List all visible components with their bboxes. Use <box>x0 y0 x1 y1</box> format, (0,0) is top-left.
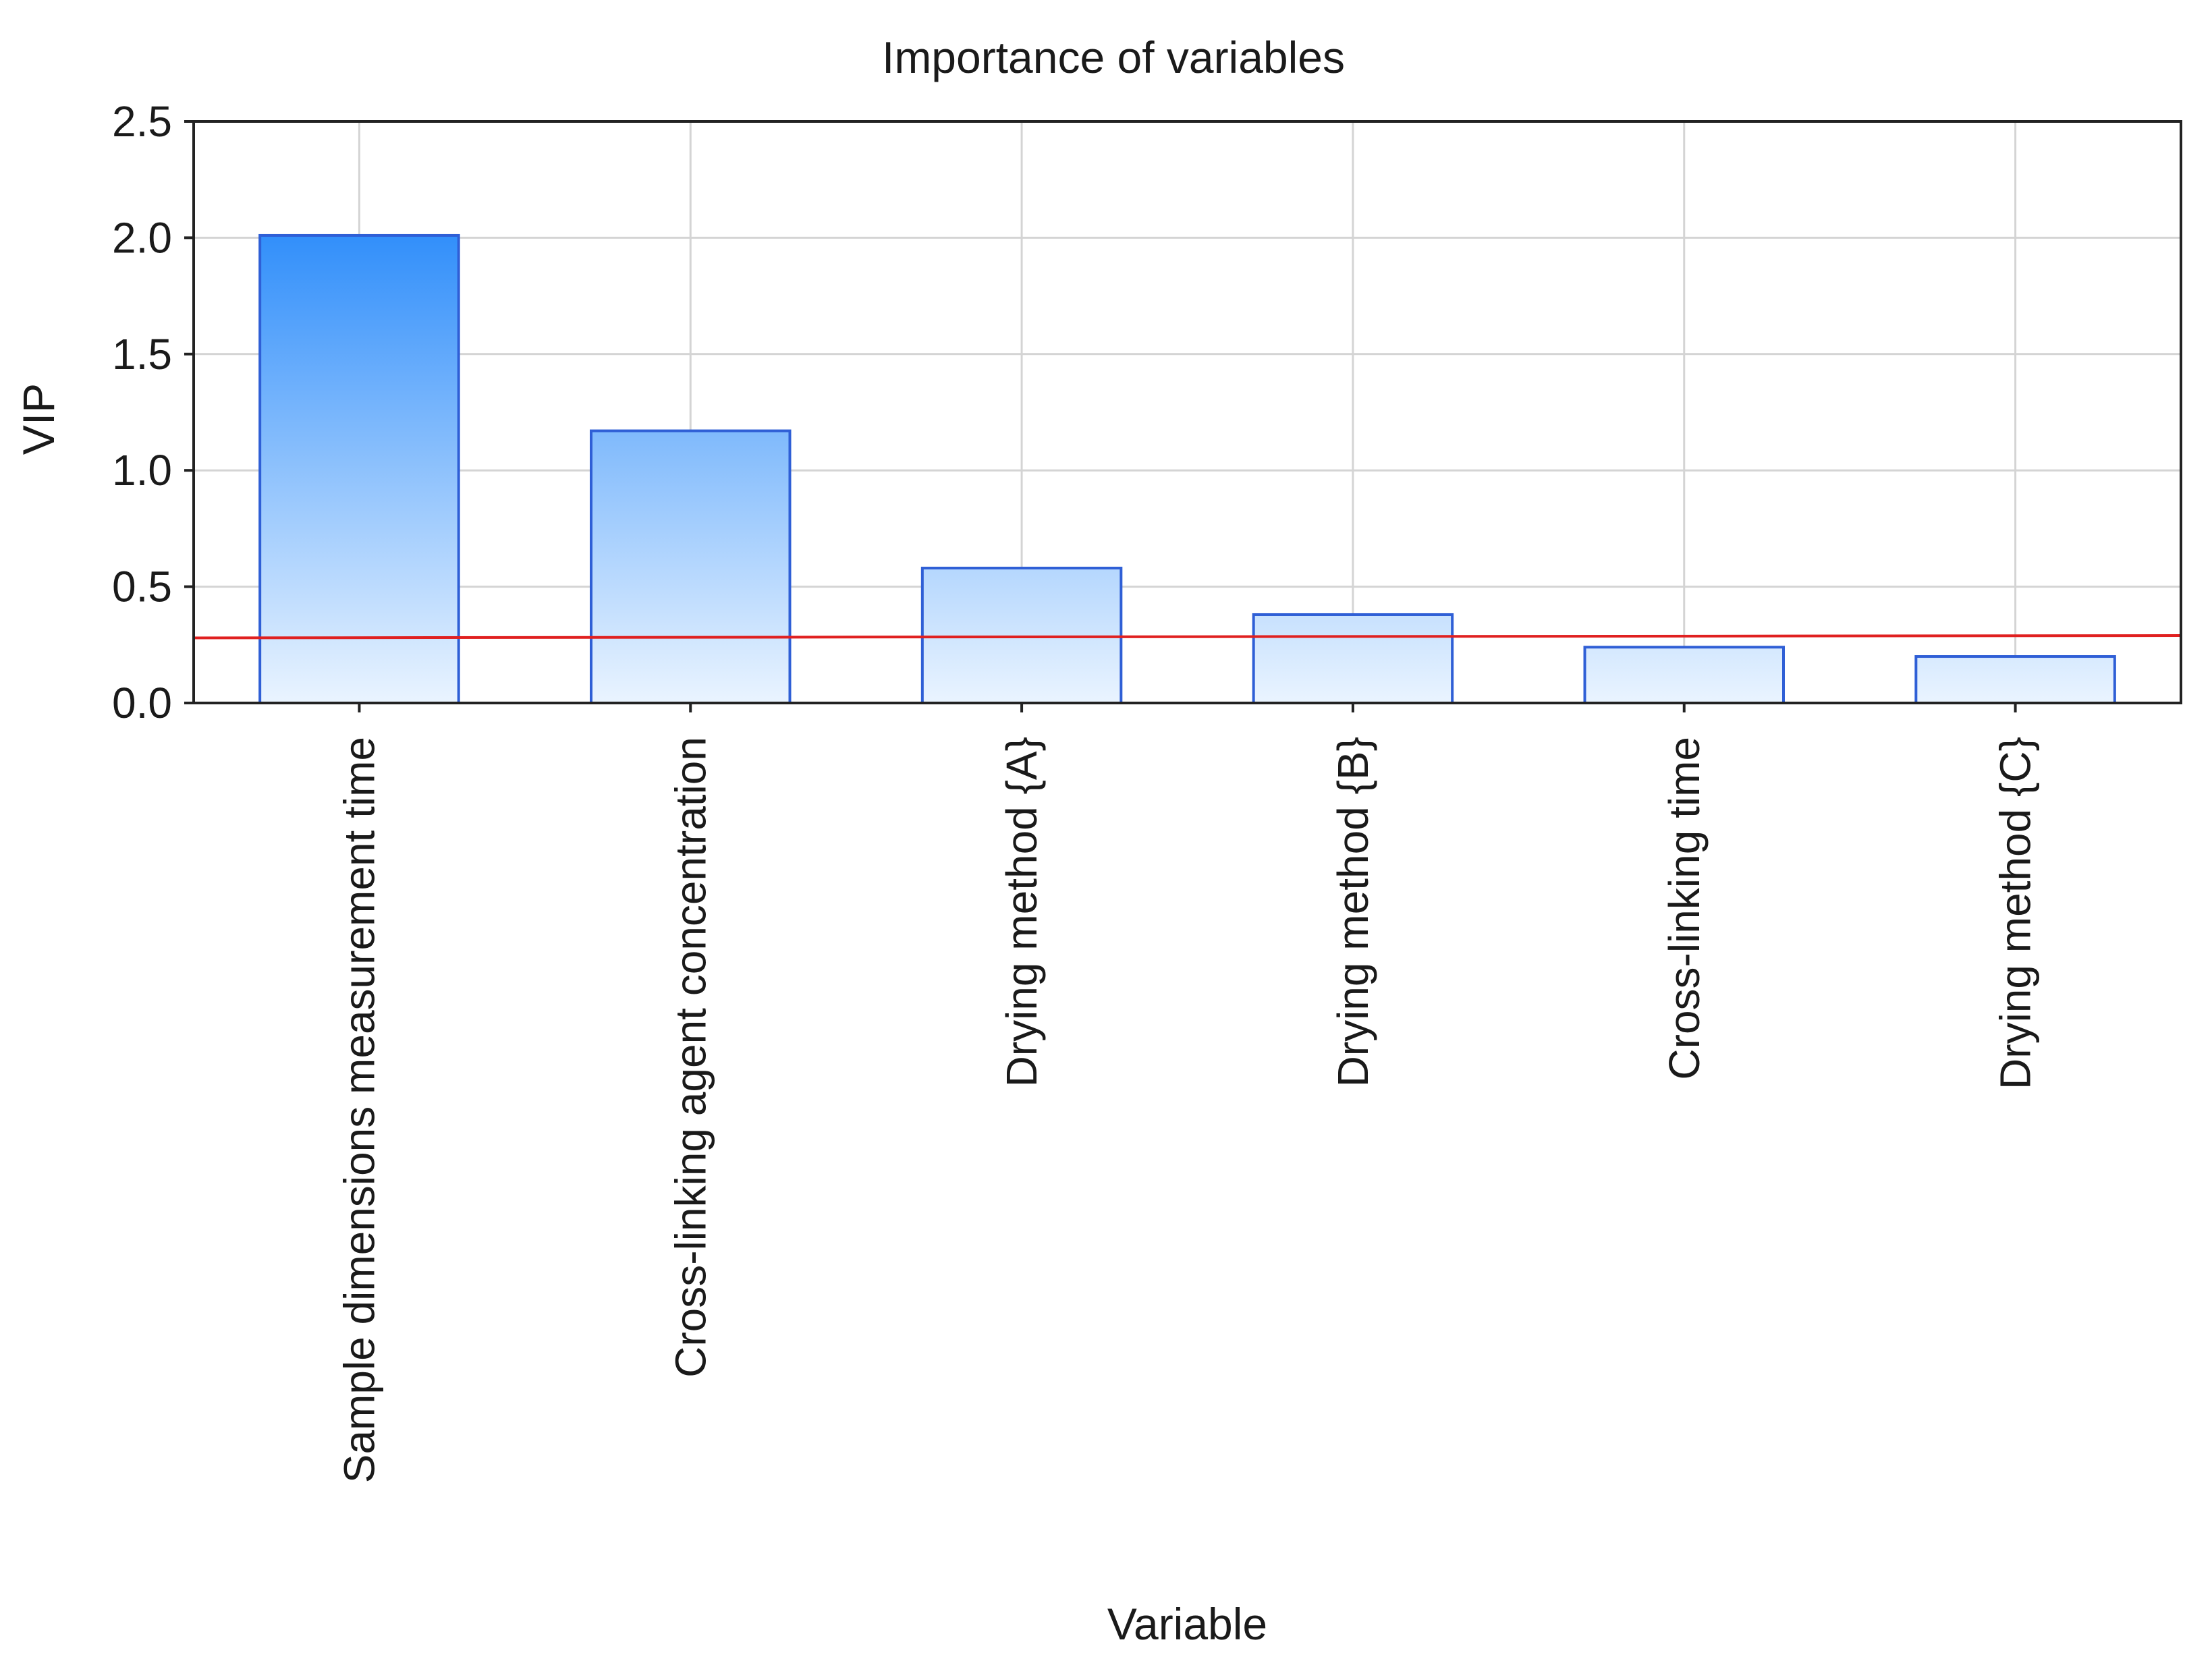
bar <box>1252 613 1454 705</box>
y-tick-label: 2.0 <box>112 213 172 262</box>
x-category-label: Drying method {B} <box>1329 737 1377 1087</box>
threshold-line <box>193 634 2182 640</box>
bar <box>1583 646 1785 704</box>
plot-area-frame <box>192 120 2182 704</box>
x-axis-categories: Sample dimensions measurement time Cross-… <box>335 703 2040 1483</box>
bar <box>258 233 460 704</box>
x-category-label: Drying method {A} <box>997 737 1046 1087</box>
x-category-label: Drying method {C} <box>1991 737 2040 1090</box>
y-axis-title: VIP <box>13 383 63 455</box>
x-category-label: Sample dimensions measurement time <box>335 737 383 1483</box>
bar <box>590 429 792 704</box>
y-axis-ticks: 0.0 0.5 1.0 1.5 2.0 2.5 <box>112 97 194 727</box>
y-tick-label: 1.0 <box>112 446 172 495</box>
chart-title: Importance of variables <box>882 32 1345 82</box>
y-tick-label: 1.5 <box>112 330 172 378</box>
x-category-label: Cross-linking time <box>1660 737 1709 1080</box>
threshold-line-group <box>193 634 2182 640</box>
x-category-label: Cross-linking agent concentration <box>666 737 715 1378</box>
bar <box>1914 655 2116 704</box>
x-axis-title: Variable <box>1107 1599 1267 1649</box>
y-tick-label: 0.5 <box>112 563 172 611</box>
grid-lines <box>194 120 2181 704</box>
bars <box>258 233 2116 705</box>
y-tick-label: 2.5 <box>112 97 172 146</box>
y-tick-label: 0.0 <box>112 679 172 727</box>
